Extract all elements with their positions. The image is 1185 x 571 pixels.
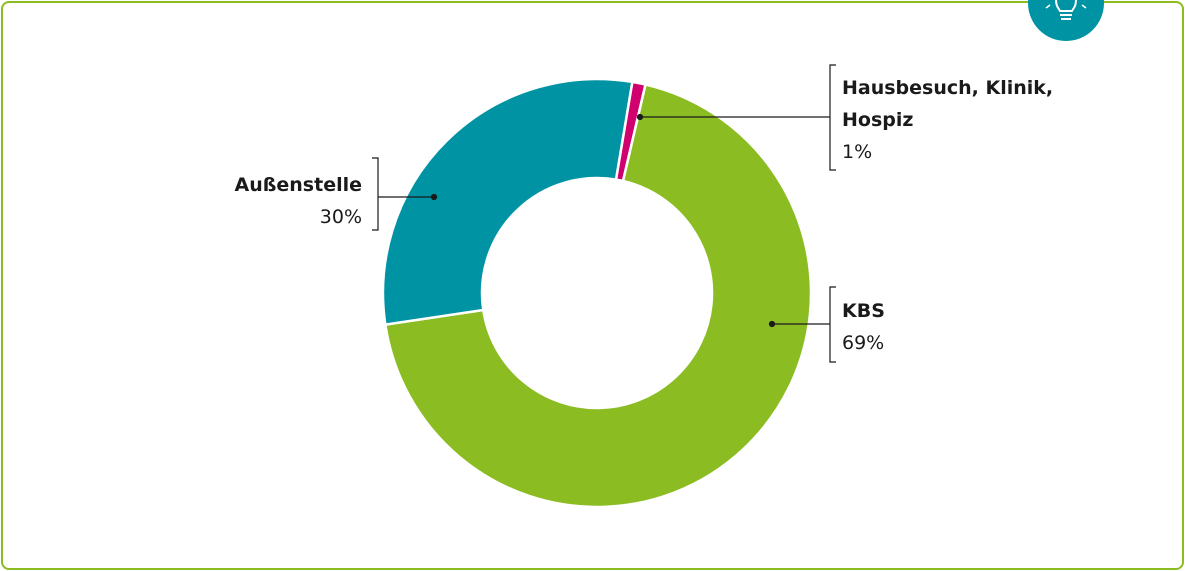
value-label: 1% (842, 141, 873, 163)
value-label: 30% (319, 206, 362, 228)
donut-slice (383, 83, 813, 509)
category-label: KBS (842, 300, 885, 322)
hint-icon[interactable] (1028, 0, 1104, 41)
category-label: Hausbesuch, Klinik, Hospiz (842, 77, 1054, 131)
donut-slice (381, 77, 634, 327)
category-label: Außenstelle (234, 174, 363, 196)
slice-label: KBS 69% (842, 295, 885, 359)
slice-label: Hausbesuch, Klinik, Hospiz 1% (842, 72, 1057, 168)
slice-label: Außenstelle 30% (235, 169, 363, 233)
value-label: 69% (842, 332, 885, 354)
donut (381, 77, 813, 509)
callouts (372, 64, 836, 363)
